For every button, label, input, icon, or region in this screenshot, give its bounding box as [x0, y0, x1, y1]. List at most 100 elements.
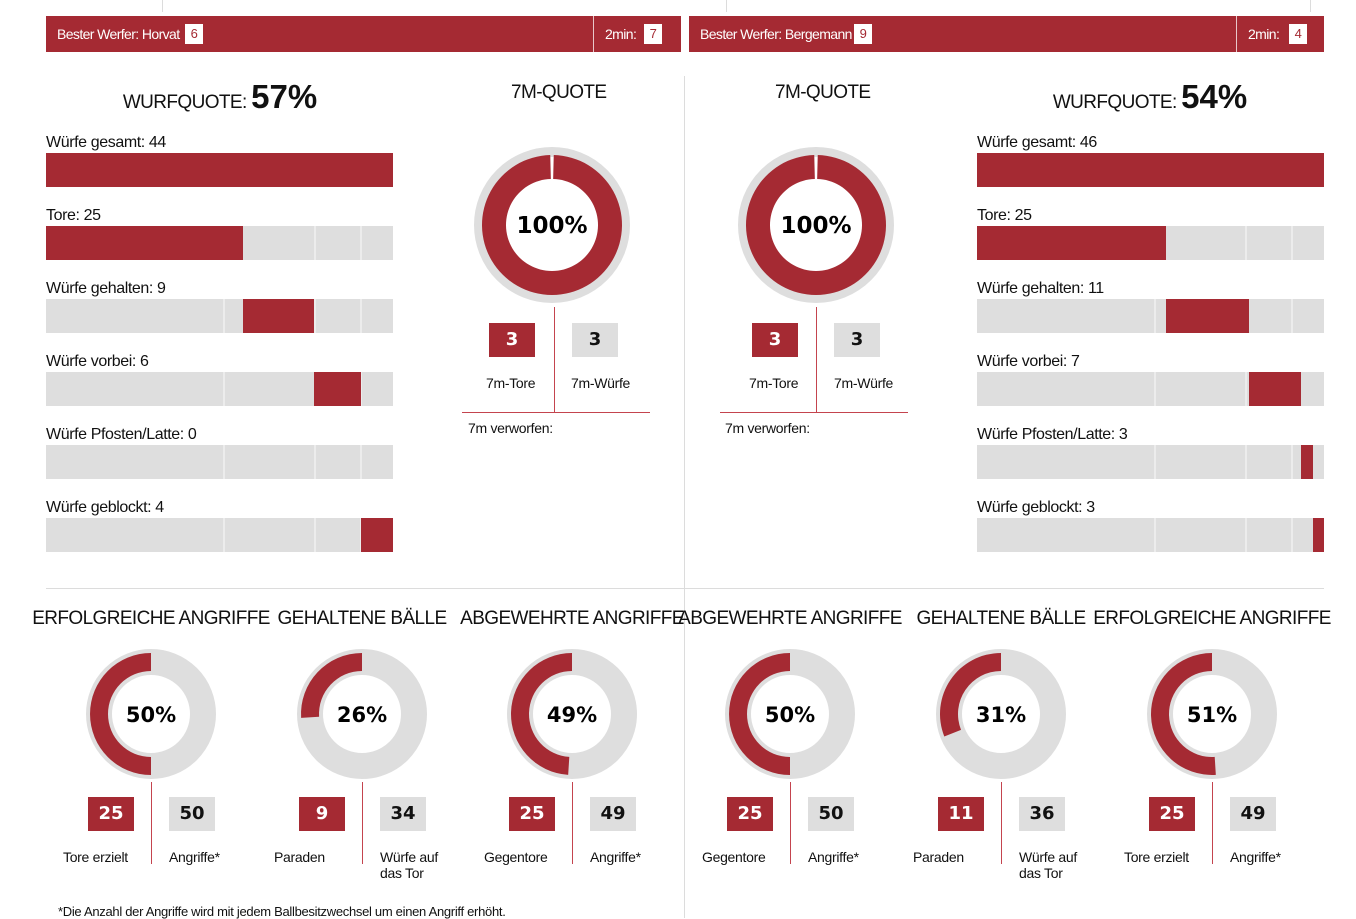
wurfquote-value: 54% [1181, 78, 1248, 115]
gridline [1245, 226, 1247, 260]
gridline [1154, 299, 1156, 333]
donut-percent: 100% [780, 213, 851, 239]
bar-label: Würfe gehalten: 9 [46, 280, 166, 297]
bar-track [46, 153, 393, 187]
header-separator [593, 16, 594, 52]
bar-fill [1165, 299, 1249, 333]
right-7m-goals-label: 7m-Tore [749, 375, 799, 391]
chart-title: GEHALTENE BÄLLE [916, 608, 1086, 629]
bar-track [977, 372, 1324, 406]
chart-title: ERFOLGREICHE ANGRIFFE [32, 608, 270, 629]
bar-label: Würfe vorbei: 6 [46, 353, 149, 370]
stat-label-a: Gegentore [702, 849, 766, 865]
stat-value-a: 11 [938, 797, 984, 831]
chart-title: ERFOLGREICHE ANGRIFFE [1093, 608, 1331, 629]
chart-donut: 50% [725, 649, 855, 779]
gridline [1245, 372, 1247, 406]
gridline [314, 445, 316, 479]
bar-label: Würfe Pfosten/Latte: 0 [46, 426, 197, 443]
left-two-min-value: 7 [644, 24, 662, 44]
chart-title: ABGEWEHRTE ANGRIFFE [678, 608, 902, 629]
right-header-bar: Bester Werfer: Bergemann 9 2min: 4 [689, 16, 1324, 52]
donut-percent: 31% [976, 703, 1026, 727]
top-divider [726, 0, 727, 12]
right-7m-attempts: 3 [834, 323, 880, 357]
donut-fill [729, 653, 790, 775]
gridline [1245, 518, 1247, 552]
stat-value-b: 49 [1230, 797, 1276, 831]
bar-fill [243, 299, 315, 333]
header-separator [1236, 16, 1237, 52]
chart-donut: 49% [507, 649, 637, 779]
bar-fill [1312, 518, 1324, 552]
bar-track [46, 226, 393, 260]
top-divider [1310, 0, 1311, 12]
bar-track [977, 226, 1324, 260]
right-7m-missed-label: 7m verworfen: [725, 420, 810, 436]
bar-track [977, 153, 1324, 187]
bar-fill [46, 226, 244, 260]
stat-label-b: Angriffe* [169, 849, 220, 865]
bar-label: Würfe vorbei: 7 [977, 353, 1080, 370]
left-top-scorer-label: Bester Werfer: Horvat [57, 26, 180, 42]
gridline [1291, 445, 1293, 479]
bar-label: Tore: 25 [977, 207, 1032, 224]
stat-divider [1001, 782, 1002, 864]
right-two-min-label: 2min: [1248, 26, 1280, 42]
gridline [223, 299, 225, 333]
stat-label-b: Angriffe* [1230, 849, 1281, 865]
stat-value-b: 50 [169, 797, 215, 831]
right-7m-donut: 100% [738, 147, 894, 303]
gridline [360, 226, 362, 260]
stat-divider [554, 307, 555, 412]
wurfquote-value: 57% [251, 78, 318, 115]
stat-divider [151, 782, 152, 864]
gridline [360, 518, 362, 552]
bar-track [977, 518, 1324, 552]
donut-track [474, 147, 630, 303]
chart-donut: 50% [86, 649, 216, 779]
gridline [223, 445, 225, 479]
right-7m-goals: 3 [752, 323, 798, 357]
donut-fill [482, 155, 622, 295]
stat-label-b: Angriffe* [808, 849, 859, 865]
donut-fill [940, 653, 1001, 737]
bar-fill [1301, 445, 1313, 479]
donut-fill [90, 653, 151, 775]
donut-fill [511, 653, 572, 775]
bar-track [46, 518, 393, 552]
gridline [314, 299, 316, 333]
donut-percent: 51% [1187, 703, 1237, 727]
stat-value-b: 50 [808, 797, 854, 831]
chart-donut: 26% [297, 649, 427, 779]
stat-value-a: 9 [299, 797, 345, 831]
wurfquote-label: WURFQUOTE: [1052, 92, 1177, 113]
chart-title: GEHALTENE BÄLLE [277, 608, 447, 629]
gridline [1154, 518, 1156, 552]
donut-percent: 26% [337, 703, 387, 727]
stat-label-b: Würfe auf das Tor [380, 849, 438, 881]
chart-donut: 31% [936, 649, 1066, 779]
gridline [1154, 372, 1156, 406]
stat-label-a: Gegentore [484, 849, 548, 865]
center-divider [684, 76, 685, 918]
stat-value-b: 36 [1019, 797, 1065, 831]
gridline [1291, 226, 1293, 260]
bar-label: Würfe gesamt: 46 [977, 134, 1097, 151]
stat-label-b: Würfe auf das Tor [1019, 849, 1077, 881]
gridline [314, 518, 316, 552]
chart-title: ABGEWEHRTE ANGRIFFE [460, 608, 684, 629]
gridline [314, 226, 316, 260]
right-wurfquote: WURFQUOTE: 54% [980, 78, 1320, 116]
stat-value-a: 25 [509, 797, 555, 831]
right-7m-title: 7M-QUOTE [775, 82, 871, 103]
donut-percent: 49% [547, 703, 597, 727]
stat-value-b: 34 [380, 797, 426, 831]
left-header-bar: Bester Werfer: Horvat 6 2min: 7 [46, 16, 681, 52]
stat-divider [1212, 782, 1213, 864]
gridline [1245, 445, 1247, 479]
bar-label: Würfe gesamt: 44 [46, 134, 166, 151]
left-7m-attempts-label: 7m-Würfe [571, 375, 631, 391]
left-7m-goals: 3 [489, 323, 535, 357]
bar-label: Würfe Pfosten/Latte: 3 [977, 426, 1128, 443]
